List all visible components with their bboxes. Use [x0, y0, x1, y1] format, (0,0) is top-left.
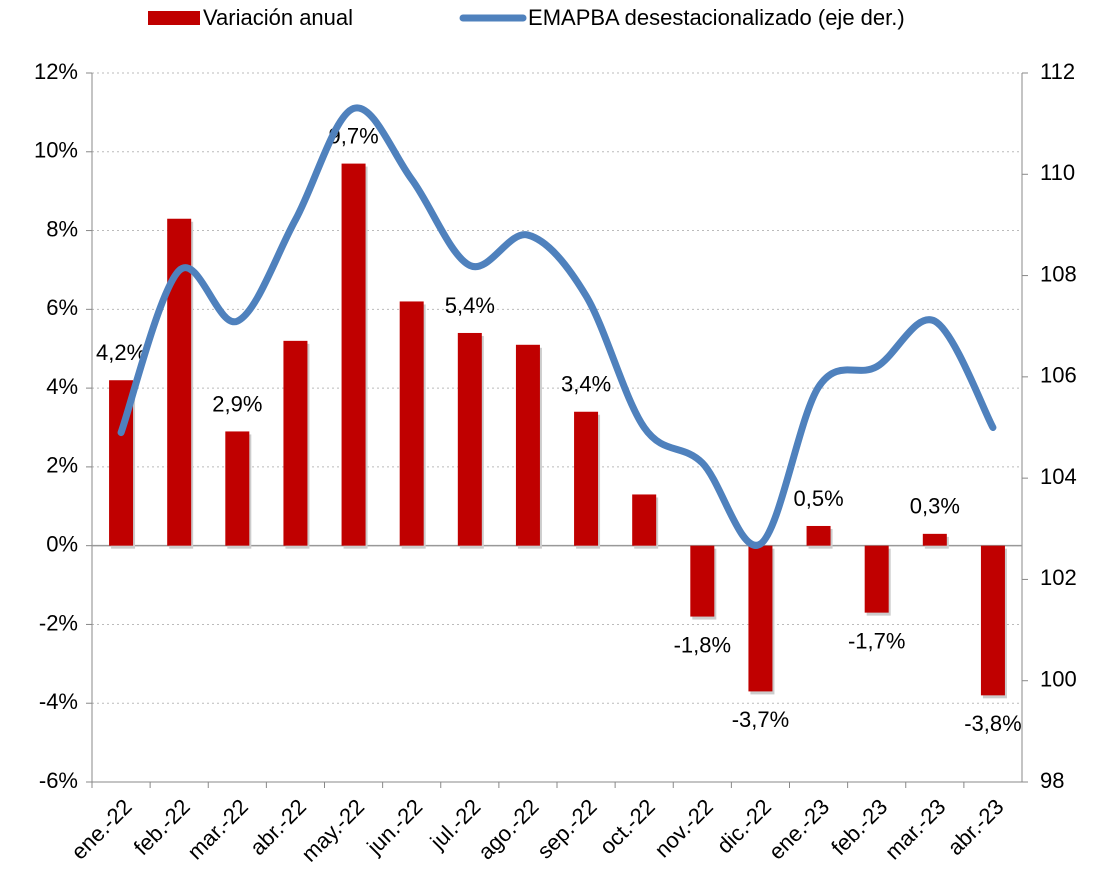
bar — [457, 332, 482, 546]
x-tick-label: sep.-22 — [532, 794, 602, 864]
data-label: 4,2% — [96, 340, 146, 365]
x-tick-label: nov.-22 — [650, 794, 718, 862]
bar — [690, 545, 715, 617]
y-tick-label: 6% — [46, 295, 78, 320]
bar — [922, 533, 947, 546]
x-tick-label: mar.-23 — [880, 794, 950, 864]
bar — [980, 545, 1005, 696]
x-tick-label: may.-22 — [296, 794, 369, 867]
data-label: -1,8% — [674, 632, 731, 657]
x-tick-label: oct.-22 — [595, 794, 660, 859]
y-tick-label: -4% — [39, 689, 78, 714]
data-label: -1,7% — [848, 628, 905, 653]
y2-tick-label: 104 — [1040, 464, 1077, 489]
bar — [515, 344, 540, 546]
data-label: -3,7% — [732, 707, 789, 732]
bar — [632, 494, 657, 546]
bar — [225, 431, 250, 546]
x-tick-label: jun.-22 — [361, 794, 427, 860]
y-tick-label: -2% — [39, 610, 78, 635]
data-label: 5,4% — [445, 293, 495, 318]
y-tick-label: 4% — [46, 374, 78, 399]
y2-tick-label: 110 — [1040, 160, 1075, 185]
y-tick-label: 8% — [46, 216, 78, 241]
y-tick-label: 12% — [34, 59, 78, 84]
data-label: 3,4% — [561, 372, 611, 397]
data-label: 2,9% — [212, 391, 262, 416]
y2-tick-label: 108 — [1040, 261, 1077, 286]
bar — [399, 301, 424, 546]
data-label: 0,3% — [910, 494, 960, 519]
legend-swatch — [148, 11, 200, 25]
y2-tick-label: 100 — [1040, 667, 1077, 692]
bar — [283, 340, 308, 546]
y-tick-label: 0% — [46, 531, 78, 556]
y2-tick-label: 102 — [1040, 565, 1077, 590]
y-tick-label: 10% — [34, 138, 78, 163]
x-tick-label: ene.-22 — [66, 794, 136, 864]
bar — [806, 525, 831, 546]
x-tick-label: abr.-23 — [942, 794, 1008, 860]
x-tick-label: ene.-23 — [764, 794, 834, 864]
bar — [341, 163, 366, 546]
bar — [574, 411, 599, 546]
legend-label: Variación anual — [203, 5, 353, 30]
legend-label: EMAPBA desestacionalizado (eje der.) — [528, 5, 905, 30]
y2-tick-label: 98 — [1040, 768, 1064, 793]
x-tick-label: mar.-22 — [183, 794, 253, 864]
y-tick-label: -6% — [39, 768, 78, 793]
bar — [748, 545, 773, 692]
y-tick-label: 2% — [46, 453, 78, 478]
line — [117, 104, 997, 549]
y2-tick-label: 112 — [1040, 59, 1075, 84]
data-label: 0,5% — [793, 486, 843, 511]
y2-tick-label: 106 — [1040, 363, 1077, 388]
data-label: -3,8% — [964, 711, 1021, 736]
x-tick-label: ago.-22 — [473, 794, 543, 864]
bar — [864, 545, 889, 613]
